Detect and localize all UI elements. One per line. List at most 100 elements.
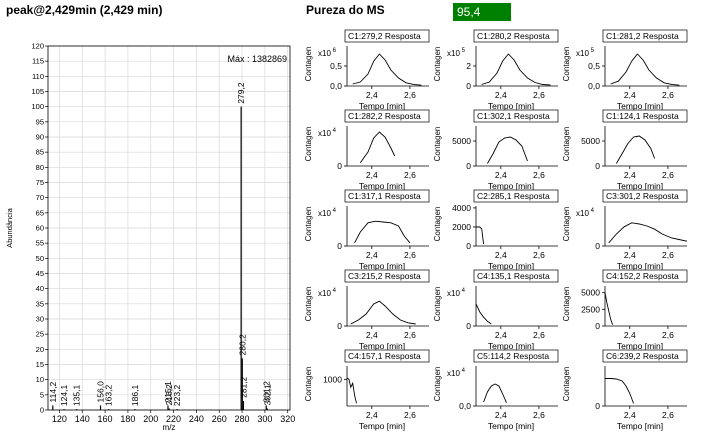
y-tick-label: 120 — [31, 42, 44, 51]
x-axis-title: Tempo [min] — [359, 341, 405, 351]
y-axis-title: Contagen — [562, 367, 571, 402]
x-tick-label: 140 — [75, 414, 90, 424]
trace-line — [604, 292, 614, 325]
y-axis-title: Contagen — [304, 287, 313, 322]
y-tick-label: 110 — [32, 72, 44, 81]
peak-label: 280,2 — [237, 334, 247, 356]
trace-line — [476, 226, 485, 245]
x-axis-title: Tempo [min] — [359, 261, 405, 271]
x-axis-title: Tempo [min] — [617, 421, 663, 431]
peak-label: 302,1 — [262, 384, 272, 406]
y-multiplier: x10 4 — [447, 368, 466, 378]
y-multiplier: x10 4 — [318, 208, 337, 218]
eic-chart: C5:114,2 Resposta Contagen x10 4 0,0 2,4 2,6T… — [433, 349, 559, 431]
x-axis-title: Tempo [min] — [488, 181, 534, 191]
x-tick-label: 200 — [143, 414, 158, 424]
trace-line — [346, 377, 357, 404]
peak-label: 163,2 — [104, 385, 114, 407]
trace-line — [359, 131, 396, 164]
y-tick-label: 0,5 — [588, 61, 600, 71]
x-tick-label: 240 — [189, 414, 204, 424]
chart-title: C4:152,2 Resposta — [606, 271, 679, 281]
eic-chart: C1:124,1 Resposta Contagen 0 5000 2,4 2,6Temp… — [562, 109, 688, 191]
y-tick-label: 25 — [36, 330, 44, 339]
y-tick-label: 85 — [36, 148, 44, 157]
trace-line — [608, 222, 688, 244]
y-axis-title: Contagen — [433, 367, 442, 402]
x-tick-label: 2,6 — [404, 250, 416, 260]
x-tick-label: 2,6 — [662, 250, 674, 260]
chart-title: C1:279,2 Resposta — [348, 31, 421, 41]
trace-line — [487, 136, 528, 164]
y-axis-title: Contagen — [562, 47, 571, 82]
y-tick-label: 4000 — [452, 203, 471, 213]
y-tick-label: 5000 — [581, 136, 600, 146]
trace-line — [354, 220, 411, 244]
x-axis-title: Tempo [min] — [359, 181, 405, 191]
y-multiplier: x10 4 — [576, 208, 595, 218]
eic-chart: C3:301,2 Resposta Contagen x10 4 0 2,4 2,6Tem… — [562, 189, 688, 271]
chart-title: C6:239,2 Resposta — [606, 351, 679, 361]
y-tick-label: 0 — [466, 241, 471, 251]
x-tick-label: 2,4 — [624, 330, 636, 340]
y-tick-label: 115 — [32, 57, 44, 66]
y-multiplier: x10 4 — [318, 288, 337, 298]
y-multiplier: x10 5 — [576, 48, 595, 58]
y-tick-label: 0 — [337, 161, 342, 171]
x-tick-label: 2,6 — [533, 90, 545, 100]
peak-label: 215,1 — [163, 381, 173, 403]
x-tick-label: 2,4 — [366, 90, 378, 100]
peak-label: 156,0 — [96, 381, 106, 403]
x-tick-label: 2,6 — [533, 250, 545, 260]
y-tick-label: 60 — [36, 224, 44, 233]
y-axis-title: Contagen — [304, 207, 313, 242]
peak-label: 124,1 — [59, 385, 69, 407]
x-axis-title: m/z — [163, 423, 176, 432]
peak-label: 135,1 — [72, 385, 82, 407]
x-axis-title: Tempo [min] — [617, 261, 663, 271]
eic-chart: C1:279,2 Resposta Contagen x10 6 0,0 0,5 2,4 2… — [304, 29, 430, 111]
chart-title-box — [344, 29, 430, 43]
chart-title: C4:157,1 Resposta — [348, 351, 421, 361]
chart-title: C5:114,2 Resposta — [477, 351, 549, 361]
y-tick-label: 0,0 — [459, 401, 471, 411]
x-axis-title: Tempo [min] — [488, 101, 534, 111]
chart-title: C1:317,1 Resposta — [348, 191, 421, 201]
y-axis-title: Contagen — [562, 127, 571, 162]
x-axis-title: Tempo [min] — [359, 101, 405, 111]
peak-label: 279,2 — [236, 82, 246, 104]
y-tick-label: 100 — [31, 102, 44, 111]
y-tick-label: 70 — [36, 193, 44, 202]
y-multiplier: x10 5 — [447, 48, 466, 58]
eic-chart: C2:285,1 Resposta Contagen 0 2000 4000 2,4 2,6… — [433, 189, 559, 271]
y-tick-label: 0 — [466, 321, 471, 331]
y-axis-title: Contagen — [433, 287, 442, 322]
chart-title: C4:135,1 Resposta — [477, 271, 550, 281]
y-axis-title: Abundância — [5, 207, 14, 247]
y-tick-label: 15 — [36, 360, 44, 369]
eic-chart: C3:215,2 Resposta Contagen x10 4 0 2,4 2,6Tem… — [304, 269, 430, 351]
y-tick-label: 75 — [36, 178, 44, 187]
chart-title-box — [602, 29, 688, 43]
x-tick-label: 2,6 — [404, 410, 416, 420]
y-multiplier: x10 6 — [318, 48, 337, 58]
x-axis-title: Tempo [min] — [488, 341, 534, 351]
y-axis-title: Contagen — [304, 367, 313, 402]
trace-line — [475, 303, 492, 325]
x-tick-label: 2,6 — [662, 410, 674, 420]
y-tick-label: 0 — [595, 241, 600, 251]
chart-title-box — [473, 269, 559, 283]
eic-chart: C4:152,2 Resposta Contagen 0 2500 5000 2,4 2,6… — [562, 269, 688, 351]
x-tick-label: 2,4 — [366, 330, 378, 340]
y-tick-label: 10 — [36, 375, 44, 384]
purity-badge: 95,4 — [453, 3, 511, 21]
chart-title: C1:124,1 Resposta — [606, 111, 679, 121]
trace-line — [350, 300, 416, 325]
y-tick-label: 65 — [36, 208, 44, 217]
x-tick-label: 2,6 — [533, 330, 545, 340]
y-tick-label: 0 — [40, 406, 44, 415]
y-axis-title: Contagen — [304, 47, 313, 82]
x-axis-title: Tempo [min] — [488, 261, 534, 271]
chart-title: C1:302,1 Resposta — [477, 111, 550, 121]
x-tick-label: 2,6 — [404, 170, 416, 180]
